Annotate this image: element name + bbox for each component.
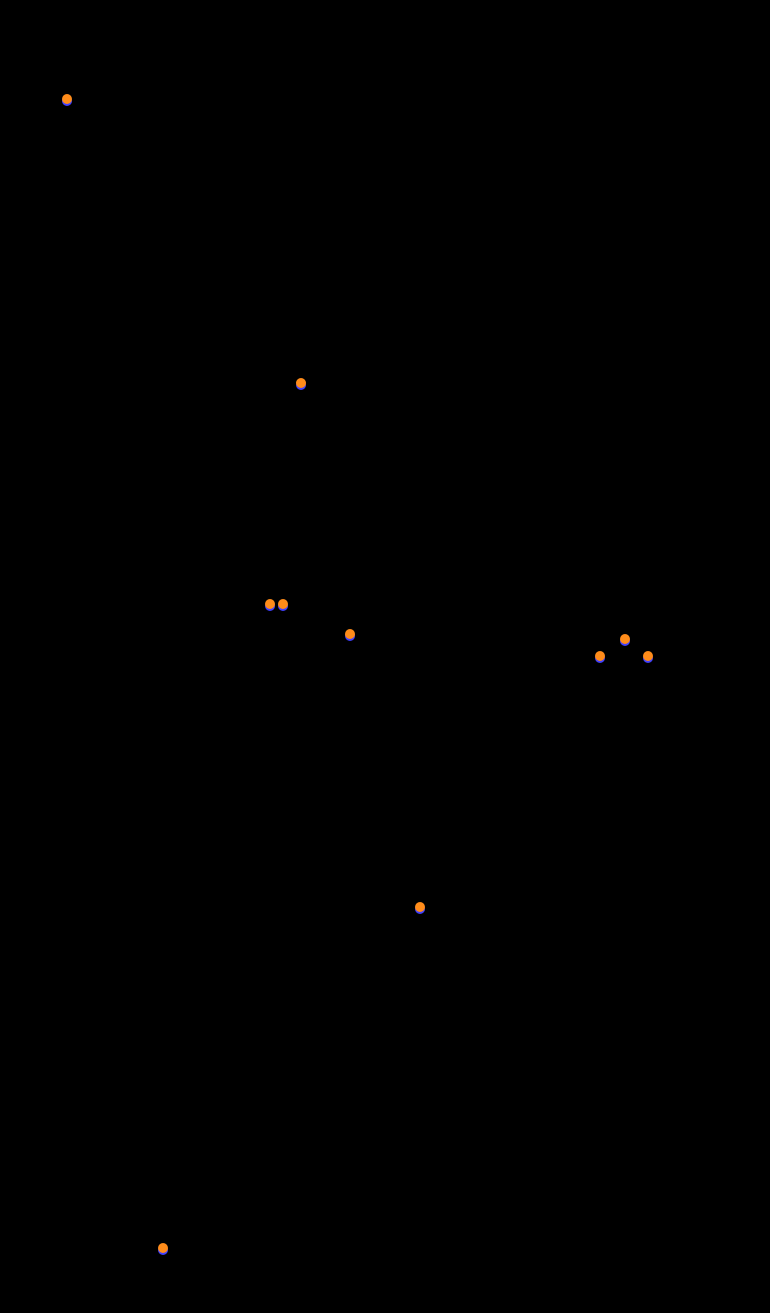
scatter-plot xyxy=(0,0,770,1313)
scatter-point xyxy=(265,599,275,609)
scatter-point xyxy=(296,378,306,388)
scatter-point xyxy=(158,1243,168,1253)
scatter-point xyxy=(595,651,605,661)
scatter-point xyxy=(415,902,425,912)
scatter-point xyxy=(278,599,288,609)
scatter-point xyxy=(620,634,630,644)
scatter-point xyxy=(345,629,355,639)
scatter-point xyxy=(643,651,653,661)
scatter-point xyxy=(62,94,72,104)
